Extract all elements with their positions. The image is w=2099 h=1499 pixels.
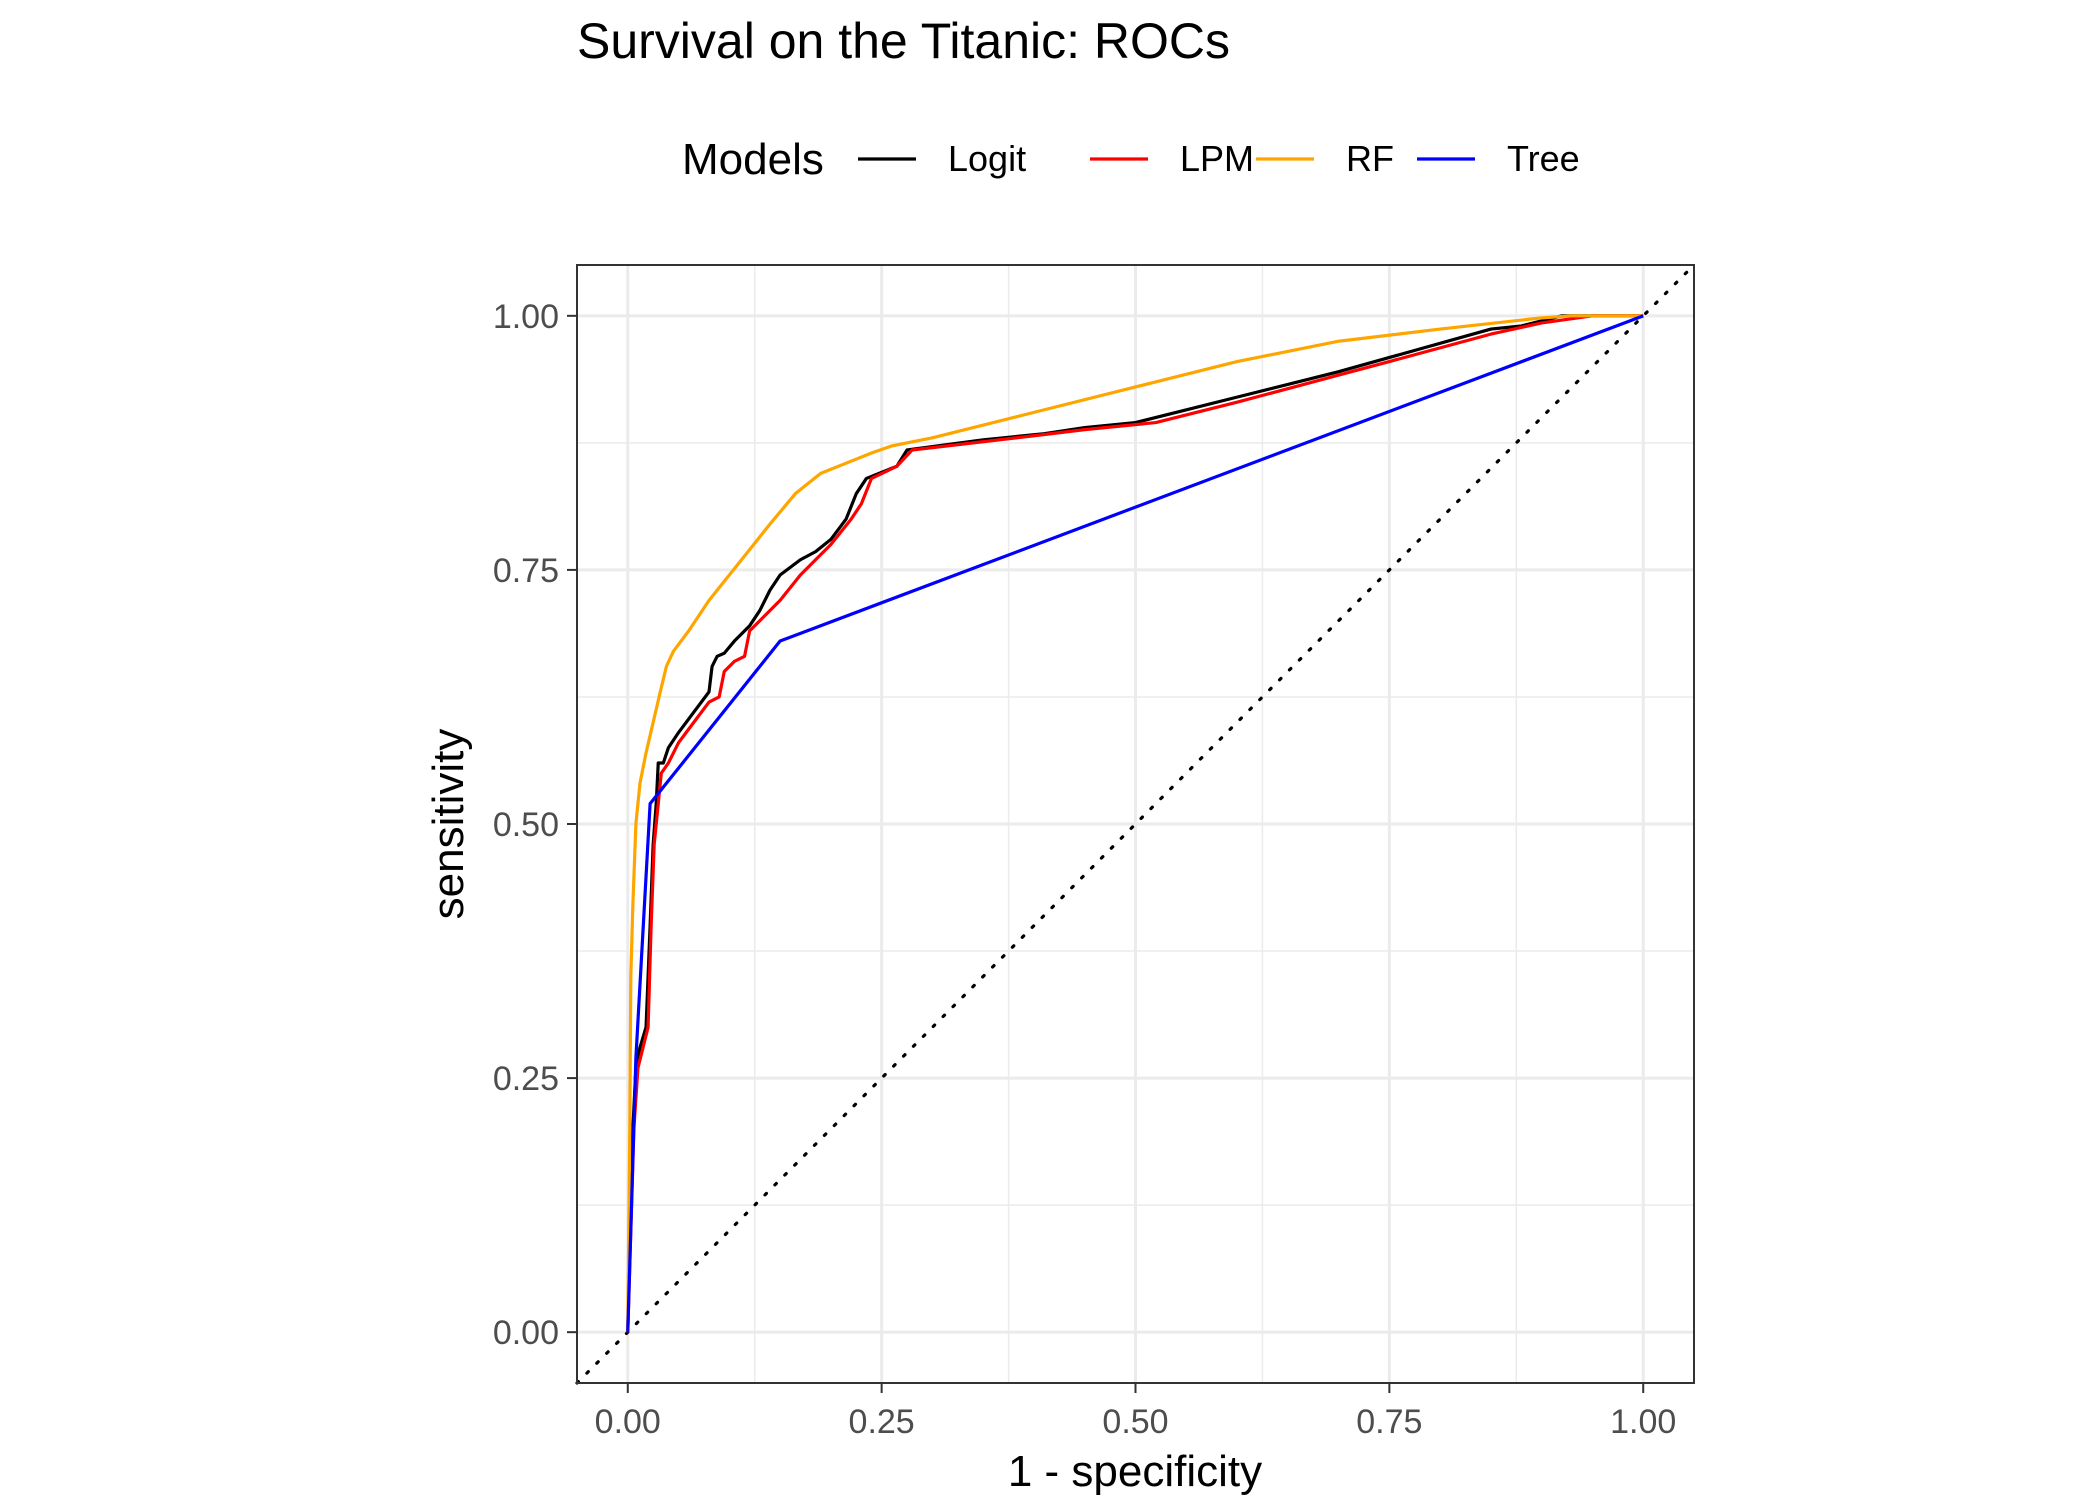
x-tick-label-3: 0.75 — [1356, 1403, 1422, 1441]
x-tick-label-0: 0.00 — [595, 1403, 661, 1441]
legend: Models Logit LPM RF Tree — [682, 135, 1580, 184]
y-tick-label-0: 0.00 — [493, 1314, 559, 1352]
y-tick-label-2: 0.50 — [493, 806, 559, 844]
reference-diagonal-line — [575, 263, 1696, 1385]
legend-label-rf: RF — [1346, 138, 1394, 179]
reference-line — [575, 263, 1696, 1385]
legend-label-logit: Logit — [948, 138, 1026, 179]
series-line-lpm — [626, 314, 1644, 1333]
series-lines — [626, 314, 1644, 1333]
grid-major — [577, 265, 1694, 1383]
y-tick-label-3: 0.75 — [493, 552, 559, 590]
legend-items: Logit LPM RF Tree — [858, 138, 1580, 179]
chart-title: Survival on the Titanic: ROCs — [577, 13, 1230, 69]
series-line-tree — [626, 314, 1644, 1333]
y-tick-label-1: 0.25 — [493, 1060, 559, 1098]
x-axis: 0.00 0.25 0.50 0.75 1.00 — [595, 1383, 1676, 1441]
y-axis: 0.00 0.25 0.50 0.75 1.00 — [493, 298, 577, 1352]
x-tick-label-1: 0.25 — [849, 1403, 915, 1441]
legend-title: Models — [682, 135, 824, 184]
legend-label-tree: Tree — [1507, 138, 1580, 179]
series-line-rf — [626, 314, 1644, 1333]
legend-label-lpm: LPM — [1180, 138, 1254, 179]
plot-area — [575, 263, 1696, 1385]
y-tick-label-4: 1.00 — [493, 298, 559, 336]
x-tick-label-2: 0.50 — [1102, 1403, 1168, 1441]
x-axis-title: 1 - specificity — [1008, 1447, 1262, 1496]
y-axis-title: sensitivity — [424, 729, 473, 920]
x-tick-label-4: 1.00 — [1610, 1403, 1676, 1441]
